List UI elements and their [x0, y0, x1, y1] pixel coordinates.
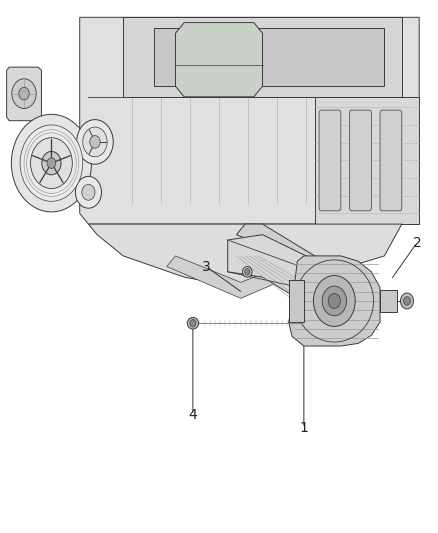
Circle shape — [75, 176, 102, 208]
Circle shape — [12, 79, 36, 109]
Circle shape — [190, 319, 196, 327]
Ellipse shape — [400, 293, 413, 309]
Ellipse shape — [243, 266, 252, 277]
Text: 2: 2 — [413, 236, 421, 249]
FancyBboxPatch shape — [319, 110, 341, 211]
Polygon shape — [289, 280, 304, 322]
Text: 4: 4 — [188, 408, 197, 422]
Polygon shape — [315, 97, 419, 224]
Circle shape — [314, 276, 355, 326]
Polygon shape — [228, 235, 358, 309]
Circle shape — [328, 294, 340, 309]
Text: 3: 3 — [201, 260, 210, 273]
Circle shape — [245, 269, 250, 275]
Polygon shape — [167, 256, 315, 298]
Circle shape — [403, 297, 410, 305]
Circle shape — [83, 127, 107, 157]
Circle shape — [90, 135, 100, 148]
Circle shape — [42, 151, 61, 175]
Polygon shape — [88, 224, 402, 288]
Circle shape — [82, 184, 95, 200]
Ellipse shape — [187, 317, 198, 329]
Circle shape — [31, 138, 72, 189]
Circle shape — [77, 119, 113, 164]
FancyBboxPatch shape — [380, 110, 402, 211]
Polygon shape — [123, 17, 402, 97]
Polygon shape — [380, 290, 397, 312]
Polygon shape — [176, 22, 262, 97]
Circle shape — [47, 158, 56, 168]
Circle shape — [20, 125, 83, 201]
Polygon shape — [7, 67, 42, 120]
Circle shape — [19, 87, 29, 100]
Polygon shape — [289, 256, 380, 346]
Polygon shape — [237, 224, 358, 298]
Polygon shape — [154, 28, 385, 86]
Text: 1: 1 — [300, 421, 308, 435]
Polygon shape — [80, 17, 419, 224]
Circle shape — [322, 286, 346, 316]
FancyBboxPatch shape — [350, 110, 371, 211]
Circle shape — [11, 114, 92, 212]
